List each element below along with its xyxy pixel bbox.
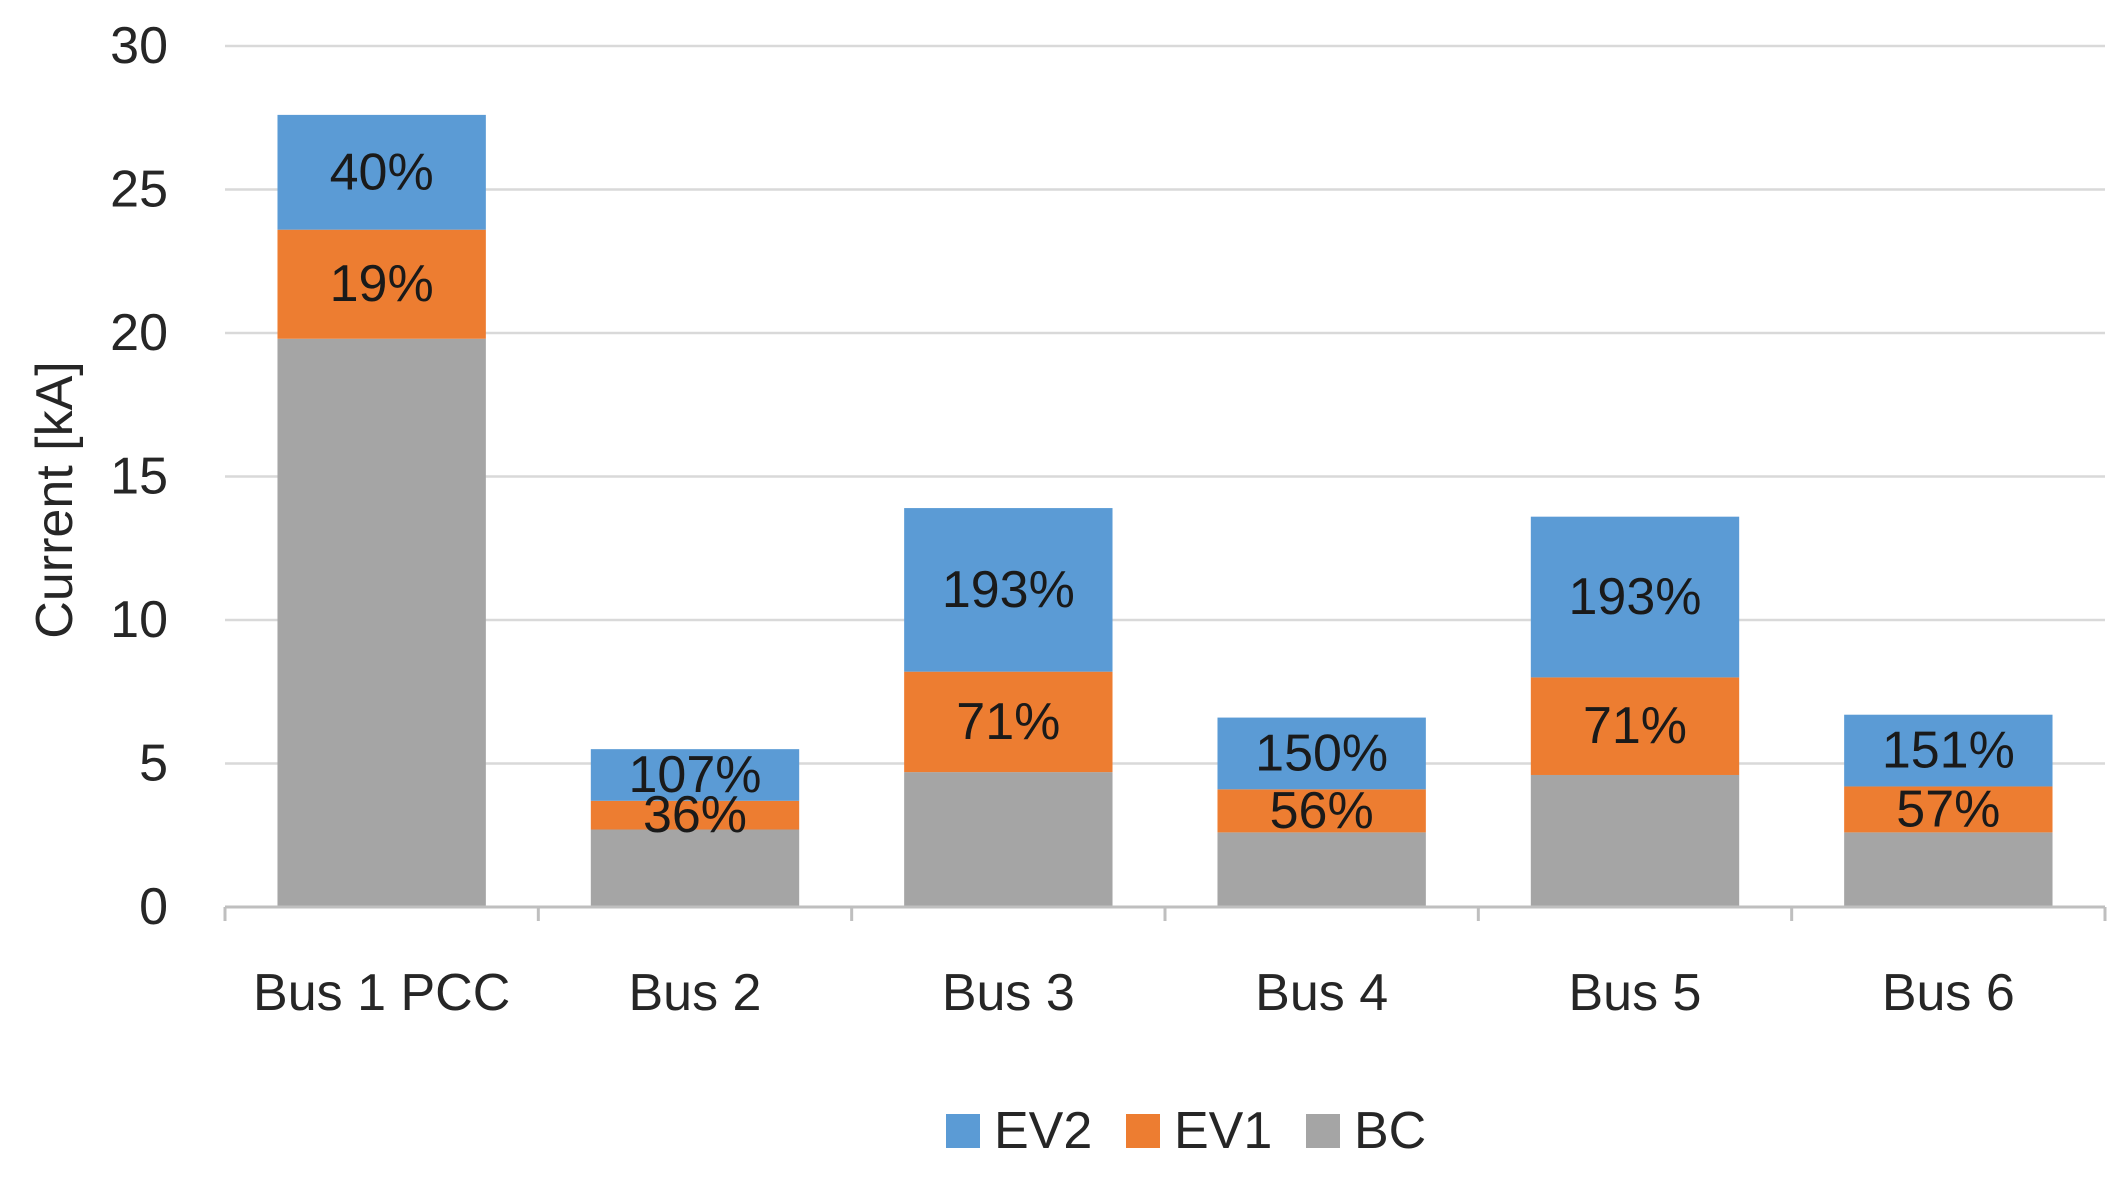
legend-label-ev1: EV1	[1174, 1102, 1272, 1160]
bar-bc	[590, 829, 800, 907]
bar-bc	[1530, 774, 1740, 907]
y-tick-label: 25	[110, 161, 168, 219]
bar-bc	[1844, 832, 2053, 907]
legend-swatch-ev1	[1126, 1114, 1160, 1148]
x-tick-label: Bus 5	[1569, 964, 1702, 1022]
bar-bc	[904, 772, 1113, 907]
data-label-ev1: 71%	[1583, 697, 1687, 755]
x-tick-label: Bus 4	[1255, 964, 1388, 1022]
legend-label-ev2: EV2	[994, 1102, 1092, 1160]
y-tick-label: 0	[139, 878, 168, 936]
axes: 0 5 10 15 20 25 30 Bus 1 PCC Bus 2 Bus 3 Bus 4 Bus …	[110, 17, 2107, 1022]
x-tick-label: Bus 1 PCC	[253, 964, 510, 1022]
data-label-ev2: 40%	[330, 143, 434, 201]
y-tick-label: 5	[139, 735, 168, 793]
legend-label-bc: BC	[1354, 1102, 1426, 1160]
data-label-ev2: 193%	[1569, 568, 1702, 626]
bar-ev2	[1844, 714, 2053, 787]
data-label-ev1: 36%	[643, 786, 747, 844]
bar-ev2	[904, 508, 1113, 672]
bar-ev1	[277, 229, 486, 339]
bar-ev1	[590, 800, 800, 830]
bar-ev2	[277, 114, 486, 230]
data-label-ev2: 107%	[629, 746, 762, 804]
legend-swatch-ev2	[946, 1114, 980, 1148]
bar-ev2	[1530, 516, 1740, 678]
x-tick-label: Bus 3	[942, 964, 1075, 1022]
legend: EV2 EV1 BC	[946, 1102, 1426, 1160]
bar-ev2	[1217, 717, 1426, 790]
y-tick-label: 10	[110, 591, 168, 649]
legend-swatch-bc	[1306, 1114, 1340, 1148]
bar-ev1	[1530, 677, 1740, 775]
bar-ev1	[1844, 786, 2053, 833]
data-label-ev1: 19%	[330, 255, 434, 313]
gridlines	[225, 44, 2105, 765]
y-tick-label: 15	[110, 448, 168, 506]
data-label-ev1: 57%	[1896, 780, 2000, 838]
data-label-ev2: 150%	[1255, 724, 1388, 782]
bar-bc	[277, 338, 486, 907]
data-label-ev2: 193%	[942, 561, 1075, 619]
bar-ev1	[904, 671, 1113, 773]
bar-ev2	[590, 749, 800, 801]
data-label-ev1: 56%	[1270, 782, 1374, 840]
bars	[277, 114, 2053, 907]
y-axis-title: Current [kA]	[26, 361, 84, 638]
x-tick-label: Bus 2	[629, 964, 762, 1022]
bar-ev1	[1217, 789, 1426, 833]
bar-bc	[1217, 832, 1426, 907]
data-labels: 19% 40% 36%107% 71% 193% 56%150% 71% 193% 57%151…	[330, 143, 2015, 844]
data-label-ev2: 151%	[1882, 722, 2015, 780]
y-tick-label: 30	[110, 17, 168, 75]
y-tick-label: 20	[110, 304, 168, 362]
data-label-ev1: 71%	[956, 693, 1060, 751]
x-tick-label: Bus 6	[1882, 964, 2015, 1022]
